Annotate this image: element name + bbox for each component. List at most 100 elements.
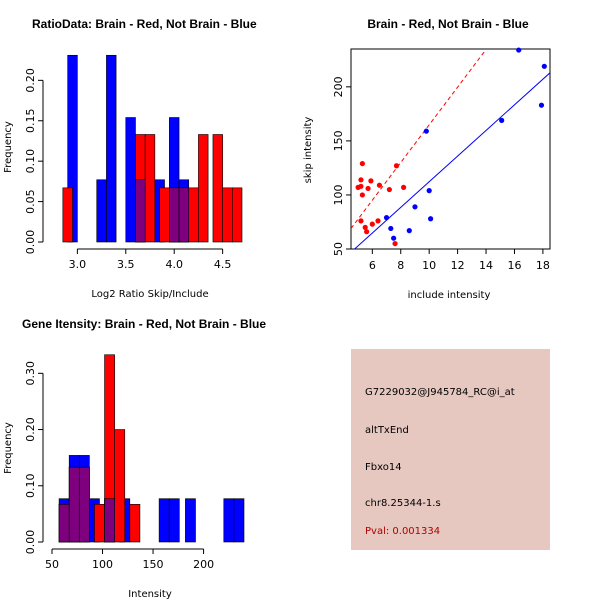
scatter-point-brain — [376, 182, 383, 188]
scatter-point-not-brain — [428, 216, 434, 222]
intensity-bar-overlap — [78, 466, 90, 543]
ratio-bar-not-brain — [96, 179, 107, 243]
scatter-point-not-brain — [412, 204, 418, 210]
scatter-x-tick-label: 8 — [397, 259, 404, 272]
scatter-point-brain — [369, 221, 375, 227]
scatter-x-tick-label: 10 — [422, 259, 436, 272]
intensity-bar-overlap — [68, 466, 80, 543]
scatter-fit-line-brain — [351, 49, 488, 229]
ratio-y-tick-label: 0.10 — [24, 149, 37, 174]
ratio-x-tick-label: 3.0 — [69, 258, 87, 271]
intensity-bar-not-brain — [185, 498, 196, 543]
ratio-histogram-ylabel: Frequency — [3, 121, 14, 173]
intensity-histogram-xlabel: Intensity — [128, 589, 172, 600]
intensity-bar-brain — [94, 504, 105, 543]
intensity-bar-overlap — [104, 498, 115, 543]
scatter-point-brain — [358, 183, 364, 189]
scatter-y-tick-label: 150 — [332, 130, 345, 151]
scatter-panel: Brain - Red, Not Brain - Blue 6 8 10 12 14 16… — [303, 17, 551, 301]
probe-id-text: G7229032@J945784_RC@i_at — [365, 387, 515, 398]
intensity-histogram-bars — [58, 354, 245, 543]
scatter-point-not-brain — [388, 225, 394, 232]
intensity-histogram-title: Gene Itensity: Brain - Red, Not Brain - … — [22, 317, 266, 331]
intensity-bar-brain — [129, 504, 141, 543]
scatter-y-tick-label: 200 — [332, 76, 345, 97]
scatter-point-not-brain — [383, 215, 390, 221]
ratio-histogram-title: RatioData: Brain - Red, Not Brain - Blue — [32, 17, 257, 31]
scatter-title: Brain - Red, Not Brain - Blue — [367, 17, 529, 31]
scatter-point-brain — [358, 218, 364, 224]
scatter-ylabel: skip intensity — [303, 117, 314, 184]
scatter-point-brain — [359, 192, 365, 198]
scatter-point-brain — [362, 224, 368, 230]
ratio-bar-overlap — [135, 179, 146, 243]
ratio-bar-overlap — [178, 187, 190, 243]
scatter-x-tick-label: 12 — [451, 259, 465, 272]
ratio-y-tick-label: 0.00 — [24, 230, 37, 255]
intensity-bar-brain — [114, 429, 126, 543]
scatter-point-not-brain — [406, 228, 412, 234]
event-type-text: altTxEnd — [365, 425, 409, 436]
scatter-point-brain — [375, 218, 381, 224]
scatter-point-brain — [358, 177, 364, 183]
intensity-bar-not-brain — [223, 498, 235, 543]
scatter-x-tick-label: 16 — [507, 259, 521, 272]
intensity-bar-not-brain — [233, 498, 245, 543]
scatter-point-brain — [400, 184, 407, 190]
intensity-x-tick-label: 50 — [45, 558, 59, 571]
scatter-plot-frame — [350, 48, 551, 250]
scatter-point-not-brain — [423, 128, 429, 134]
ratio-bar-brain — [212, 134, 223, 243]
ratio-y-tick-label: 0.05 — [24, 189, 37, 214]
ratio-bar-brain — [232, 187, 243, 243]
scatter-point-not-brain — [541, 63, 547, 69]
intensity-histogram-axes: 50 100 150 200 0.00 0.10 0.20 0.30 — [24, 361, 214, 571]
scatter-point-brain — [359, 160, 365, 167]
intensity-y-tick-label: 0.30 — [24, 361, 37, 386]
ratio-y-tick-label: 0.20 — [24, 68, 37, 93]
scatter-x-tick-label: 18 — [536, 259, 550, 272]
ratio-x-tick-label: 4.5 — [214, 258, 232, 271]
scatter-y-tick-label: 100 — [332, 184, 345, 205]
pvalue-text: Pval: 0.001334 — [365, 526, 441, 537]
intensity-y-tick-label: 0.10 — [24, 474, 37, 499]
ratio-bar-not-brain — [125, 117, 136, 243]
intensity-x-tick-label: 200 — [193, 558, 214, 571]
ratio-bar-brain — [144, 134, 156, 243]
intensity-bar-not-brain — [168, 498, 180, 543]
gene-name-text: Fbxo14 — [365, 462, 402, 473]
scatter-point-brain — [392, 240, 398, 247]
intensity-bar-not-brain — [158, 498, 170, 543]
scatter-x-tick-label: 6 — [369, 259, 376, 272]
ratio-histogram-xlabel: Log2 Ratio Skip/Include — [91, 289, 208, 300]
intensity-bar-overlap — [58, 504, 70, 543]
ratio-bar-brain — [62, 187, 73, 243]
intensity-y-tick-label: 0.00 — [24, 530, 37, 555]
ratio-histogram-panel: RatioData: Brain - Red, Not Brain - Blue… — [3, 17, 257, 300]
ratio-bar-brain — [188, 187, 199, 243]
intensity-histogram-panel: Gene Itensity: Brain - Red, Not Brain - … — [3, 317, 266, 600]
ratio-x-tick-label: 3.5 — [117, 258, 135, 271]
scatter-point-brain — [393, 163, 400, 169]
scatter-plot-area: 6 8 10 12 14 16 18 50 100 150 200 — [332, 47, 550, 272]
ratio-histogram-axes: 3.0 3.5 4.0 4.5 0.00 0.05 0.10 0.15 0.20 — [24, 68, 231, 271]
scatter-x-tick-label: 14 — [479, 259, 493, 272]
ratio-histogram-bars — [62, 54, 243, 243]
intensity-y-tick-label: 0.20 — [24, 417, 37, 442]
scatter-xlabel: include intensity — [408, 290, 491, 301]
scatter-point-not-brain — [499, 117, 505, 123]
scatter-point-not-brain — [426, 188, 432, 194]
scatter-point-not-brain — [516, 47, 522, 53]
ratio-bar-not-brain — [106, 54, 117, 243]
probe-info-panel: G7229032@J945784_RC@i_at altTxEnd Fbxo14… — [351, 349, 550, 550]
intensity-x-tick-label: 100 — [92, 558, 113, 571]
intensity-x-tick-label: 150 — [143, 558, 164, 571]
ratio-bar-overlap — [169, 187, 180, 243]
ratio-bar-brain — [198, 134, 209, 243]
ratio-x-tick-label: 4.0 — [165, 258, 183, 271]
scatter-fit-line-not-brain — [353, 72, 550, 249]
scatter-point-brain — [386, 186, 392, 193]
ratio-bar-brain — [159, 187, 170, 243]
ratio-y-tick-label: 0.15 — [24, 109, 37, 134]
